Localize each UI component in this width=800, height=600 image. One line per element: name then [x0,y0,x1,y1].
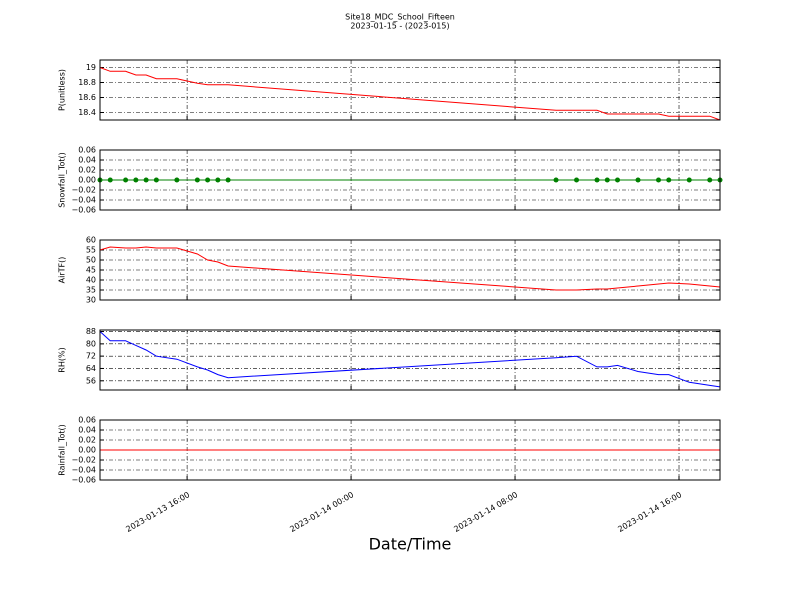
series-marker [686,177,692,183]
y-tick-label: 45 [86,266,96,275]
series-marker [123,177,129,183]
series-line [99,67,721,121]
y-axis-label: RH(%) [58,347,67,372]
y-tick-label: 30 [86,296,96,305]
y-tick-label: −0.02 [71,456,96,465]
y-tick-label: 18.6 [78,93,96,102]
y-tick-label: 0.04 [78,426,96,435]
series-marker [574,177,580,183]
y-tick-label: 0.04 [78,156,96,165]
y-tick-label: 64 [86,364,96,373]
axes-frame [99,59,721,121]
series-marker [656,177,662,183]
y-tick-label: 72 [86,352,96,361]
series-marker [225,177,231,183]
series-marker [215,177,221,183]
y-tick-label: 88 [86,327,96,336]
chart-subtitle: 2023-01-15 - (2023-015) [350,22,449,31]
y-tick-label: 0.06 [78,416,96,425]
y-tick-label: 0.02 [78,436,96,445]
series-marker [635,177,641,183]
y-tick-label: −0.02 [71,186,96,195]
y-axis-label: P(unitless) [58,69,67,111]
y-tick-label: 0.00 [78,176,96,185]
y-tick-label: −0.06 [71,476,96,485]
y-tick-label: 50 [86,256,96,265]
series-marker [553,177,559,183]
series-line [99,331,721,388]
y-axis-label: Rainfall_Tot() [58,424,67,476]
axes-frame [99,239,721,301]
y-tick-label: −0.04 [71,196,96,205]
series-marker [194,177,200,183]
series-marker [594,177,600,183]
y-tick-label: 55 [86,246,96,255]
y-tick-label: 0.06 [78,146,96,155]
y-tick-label: 40 [86,276,96,285]
axes-frame [99,329,721,391]
series-line [99,246,721,291]
series-marker [143,177,149,183]
series-marker [666,177,672,183]
y-tick-label: 0.02 [78,166,96,175]
series-marker [707,177,713,183]
y-tick-label: −0.04 [71,466,96,475]
series-marker [174,177,180,183]
series-marker [153,177,159,183]
axes-frame [99,149,721,211]
series-marker [604,177,610,183]
y-tick-label: 80 [86,339,96,348]
y-tick-label: 18.8 [78,78,96,87]
series-marker [107,177,113,183]
series-marker [133,177,139,183]
y-tick-label: 35 [86,286,96,295]
y-axis-label: AirTF() [58,257,67,284]
axes-frame [99,419,721,481]
y-tick-label: −0.06 [71,206,96,215]
y-tick-label: 56 [86,376,96,385]
chart-title: Site18_MDC_School_Fifteen [345,13,455,22]
y-axis-label: Snowfall_Tot() [58,152,67,208]
y-tick-label: 18.4 [78,108,96,117]
series-marker [615,177,621,183]
series-marker [205,177,211,183]
x-axis-label: Date/Time [369,535,452,554]
y-tick-label: 60 [86,236,96,245]
y-tick-label: 0.00 [78,446,96,455]
y-tick-label: 19 [86,63,96,72]
